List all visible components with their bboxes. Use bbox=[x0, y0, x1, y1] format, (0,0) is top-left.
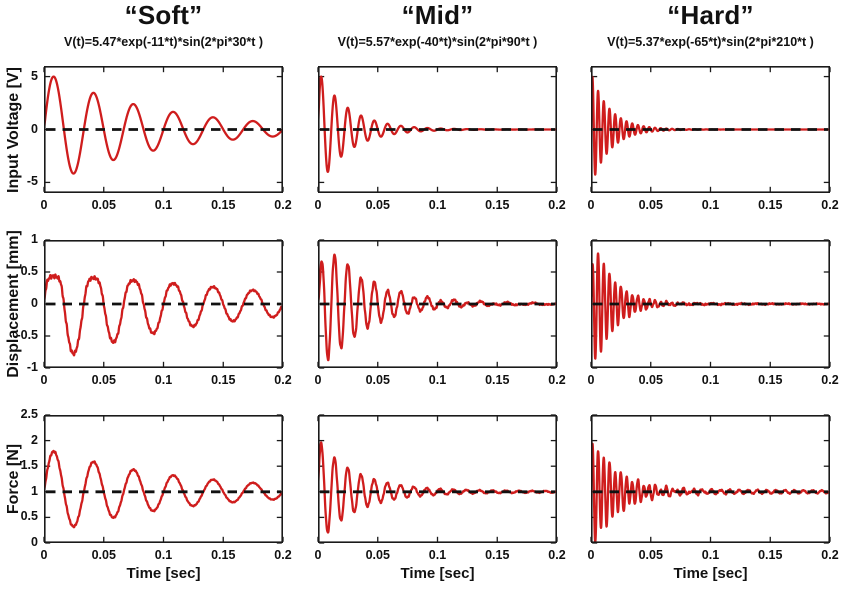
x-tick-label: 0 bbox=[314, 548, 322, 562]
x-tick-label: 0.15 bbox=[485, 373, 510, 387]
x-tick-label: 0.1 bbox=[428, 373, 447, 387]
x-tick-label: 0.1 bbox=[701, 373, 720, 387]
x-tick-label: 0.15 bbox=[758, 548, 783, 562]
y-tick-label: -5 bbox=[26, 174, 38, 189]
x-tick-label: 0.1 bbox=[428, 198, 447, 212]
x-tick-label: 0.05 bbox=[365, 548, 390, 562]
y-tick-label: 1 bbox=[31, 232, 38, 246]
formula-hard: V(t)=5.37*exp(-65*t)*sin(2*pi*210*t ) bbox=[607, 35, 814, 49]
y-tick-label: 0 bbox=[31, 296, 38, 310]
x-tick-label: 0.15 bbox=[211, 373, 236, 387]
x-axis-label-mid: Time [sec] bbox=[400, 565, 475, 582]
x-tick-label: 0.1 bbox=[154, 548, 173, 562]
x-tick-label: 0.15 bbox=[485, 548, 510, 562]
y-tick-label: 0.5 bbox=[20, 264, 38, 278]
plot-displacement-hard bbox=[590, 239, 831, 369]
x-tick-label: 0.2 bbox=[548, 198, 566, 212]
x-tick-label: 0.15 bbox=[211, 198, 236, 212]
y-tick-label: 2 bbox=[31, 432, 38, 447]
x-tick-label: 0.2 bbox=[548, 548, 566, 562]
x-tick-label: 0 bbox=[314, 373, 322, 387]
x-tick-label: 0 bbox=[40, 373, 48, 387]
y-tick-label: -1 bbox=[26, 360, 38, 374]
x-tick-label: 0 bbox=[314, 198, 322, 212]
x-tick-label: 0.05 bbox=[365, 198, 390, 212]
column-title-soft: “Soft” bbox=[124, 0, 203, 30]
x-tick-label: 0.15 bbox=[758, 373, 783, 387]
x-tick-label: 0.2 bbox=[274, 548, 292, 562]
x-tick-label: 0 bbox=[587, 548, 595, 562]
plot-input-voltage-mid bbox=[317, 66, 558, 194]
x-tick-label: 0.2 bbox=[274, 198, 292, 212]
y-tick-label: 0.5 bbox=[20, 509, 38, 524]
x-tick-label: 0.05 bbox=[91, 373, 116, 387]
x-tick-label: 0 bbox=[40, 548, 48, 562]
x-tick-label: 0.05 bbox=[638, 198, 663, 212]
x-tick-label: 0.1 bbox=[701, 198, 720, 212]
formula-mid: V(t)=5.57*exp(-40*t)*sin(2*pi*90*t ) bbox=[337, 35, 538, 49]
x-axis-label-hard: Time [sec] bbox=[673, 565, 748, 582]
plot-force-mid bbox=[317, 414, 558, 544]
x-tick-label: 0.2 bbox=[821, 373, 839, 387]
plot-force-soft bbox=[43, 414, 284, 544]
x-tick-label: 0.2 bbox=[548, 373, 566, 387]
x-tick-label: 0.15 bbox=[485, 198, 510, 212]
y-tick-label: 2.5 bbox=[20, 407, 38, 421]
x-tick-label: 0.05 bbox=[638, 373, 663, 387]
y-axis-label-force: Force [N] bbox=[5, 443, 22, 515]
x-tick-label: 0.2 bbox=[821, 198, 839, 212]
x-tick-label: 0.2 bbox=[821, 548, 839, 562]
x-tick-label: 0.1 bbox=[428, 548, 447, 562]
x-tick-label: 0.2 bbox=[274, 373, 292, 387]
x-axis-label-soft: Time [sec] bbox=[126, 565, 201, 582]
x-tick-label: 0.05 bbox=[638, 548, 663, 562]
plot-force-hard bbox=[590, 414, 831, 544]
y-tick-label: -0.5 bbox=[16, 328, 38, 342]
plot-displacement-soft bbox=[43, 239, 284, 369]
y-tick-label: 1.5 bbox=[20, 458, 38, 473]
plot-input-voltage-hard bbox=[590, 66, 831, 194]
x-tick-label: 0 bbox=[587, 373, 595, 387]
x-tick-label: 0.05 bbox=[91, 548, 116, 562]
formula-soft: V(t)=5.47*exp(-11*t)*sin(2*pi*30*t ) bbox=[63, 35, 264, 49]
x-tick-label: 0.1 bbox=[154, 373, 173, 387]
plot-displacement-mid bbox=[317, 239, 558, 369]
column-title-hard: “Hard” bbox=[667, 0, 754, 30]
plot-input-voltage-soft bbox=[43, 66, 284, 194]
y-tick-label: 5 bbox=[31, 68, 38, 83]
y-tick-label: 1 bbox=[31, 483, 38, 498]
x-tick-label: 0.1 bbox=[701, 548, 720, 562]
x-tick-label: 0.15 bbox=[758, 198, 783, 212]
x-tick-label: 0 bbox=[587, 198, 595, 212]
x-tick-label: 0.05 bbox=[91, 198, 116, 212]
y-tick-label: 0 bbox=[31, 121, 38, 136]
y-tick-label: 0 bbox=[31, 535, 38, 549]
x-tick-label: 0 bbox=[40, 198, 48, 212]
x-tick-label: 0.15 bbox=[211, 548, 236, 562]
x-tick-label: 0.05 bbox=[365, 373, 390, 387]
x-tick-label: 0.1 bbox=[154, 198, 173, 212]
column-title-mid: “Mid” bbox=[401, 0, 474, 30]
